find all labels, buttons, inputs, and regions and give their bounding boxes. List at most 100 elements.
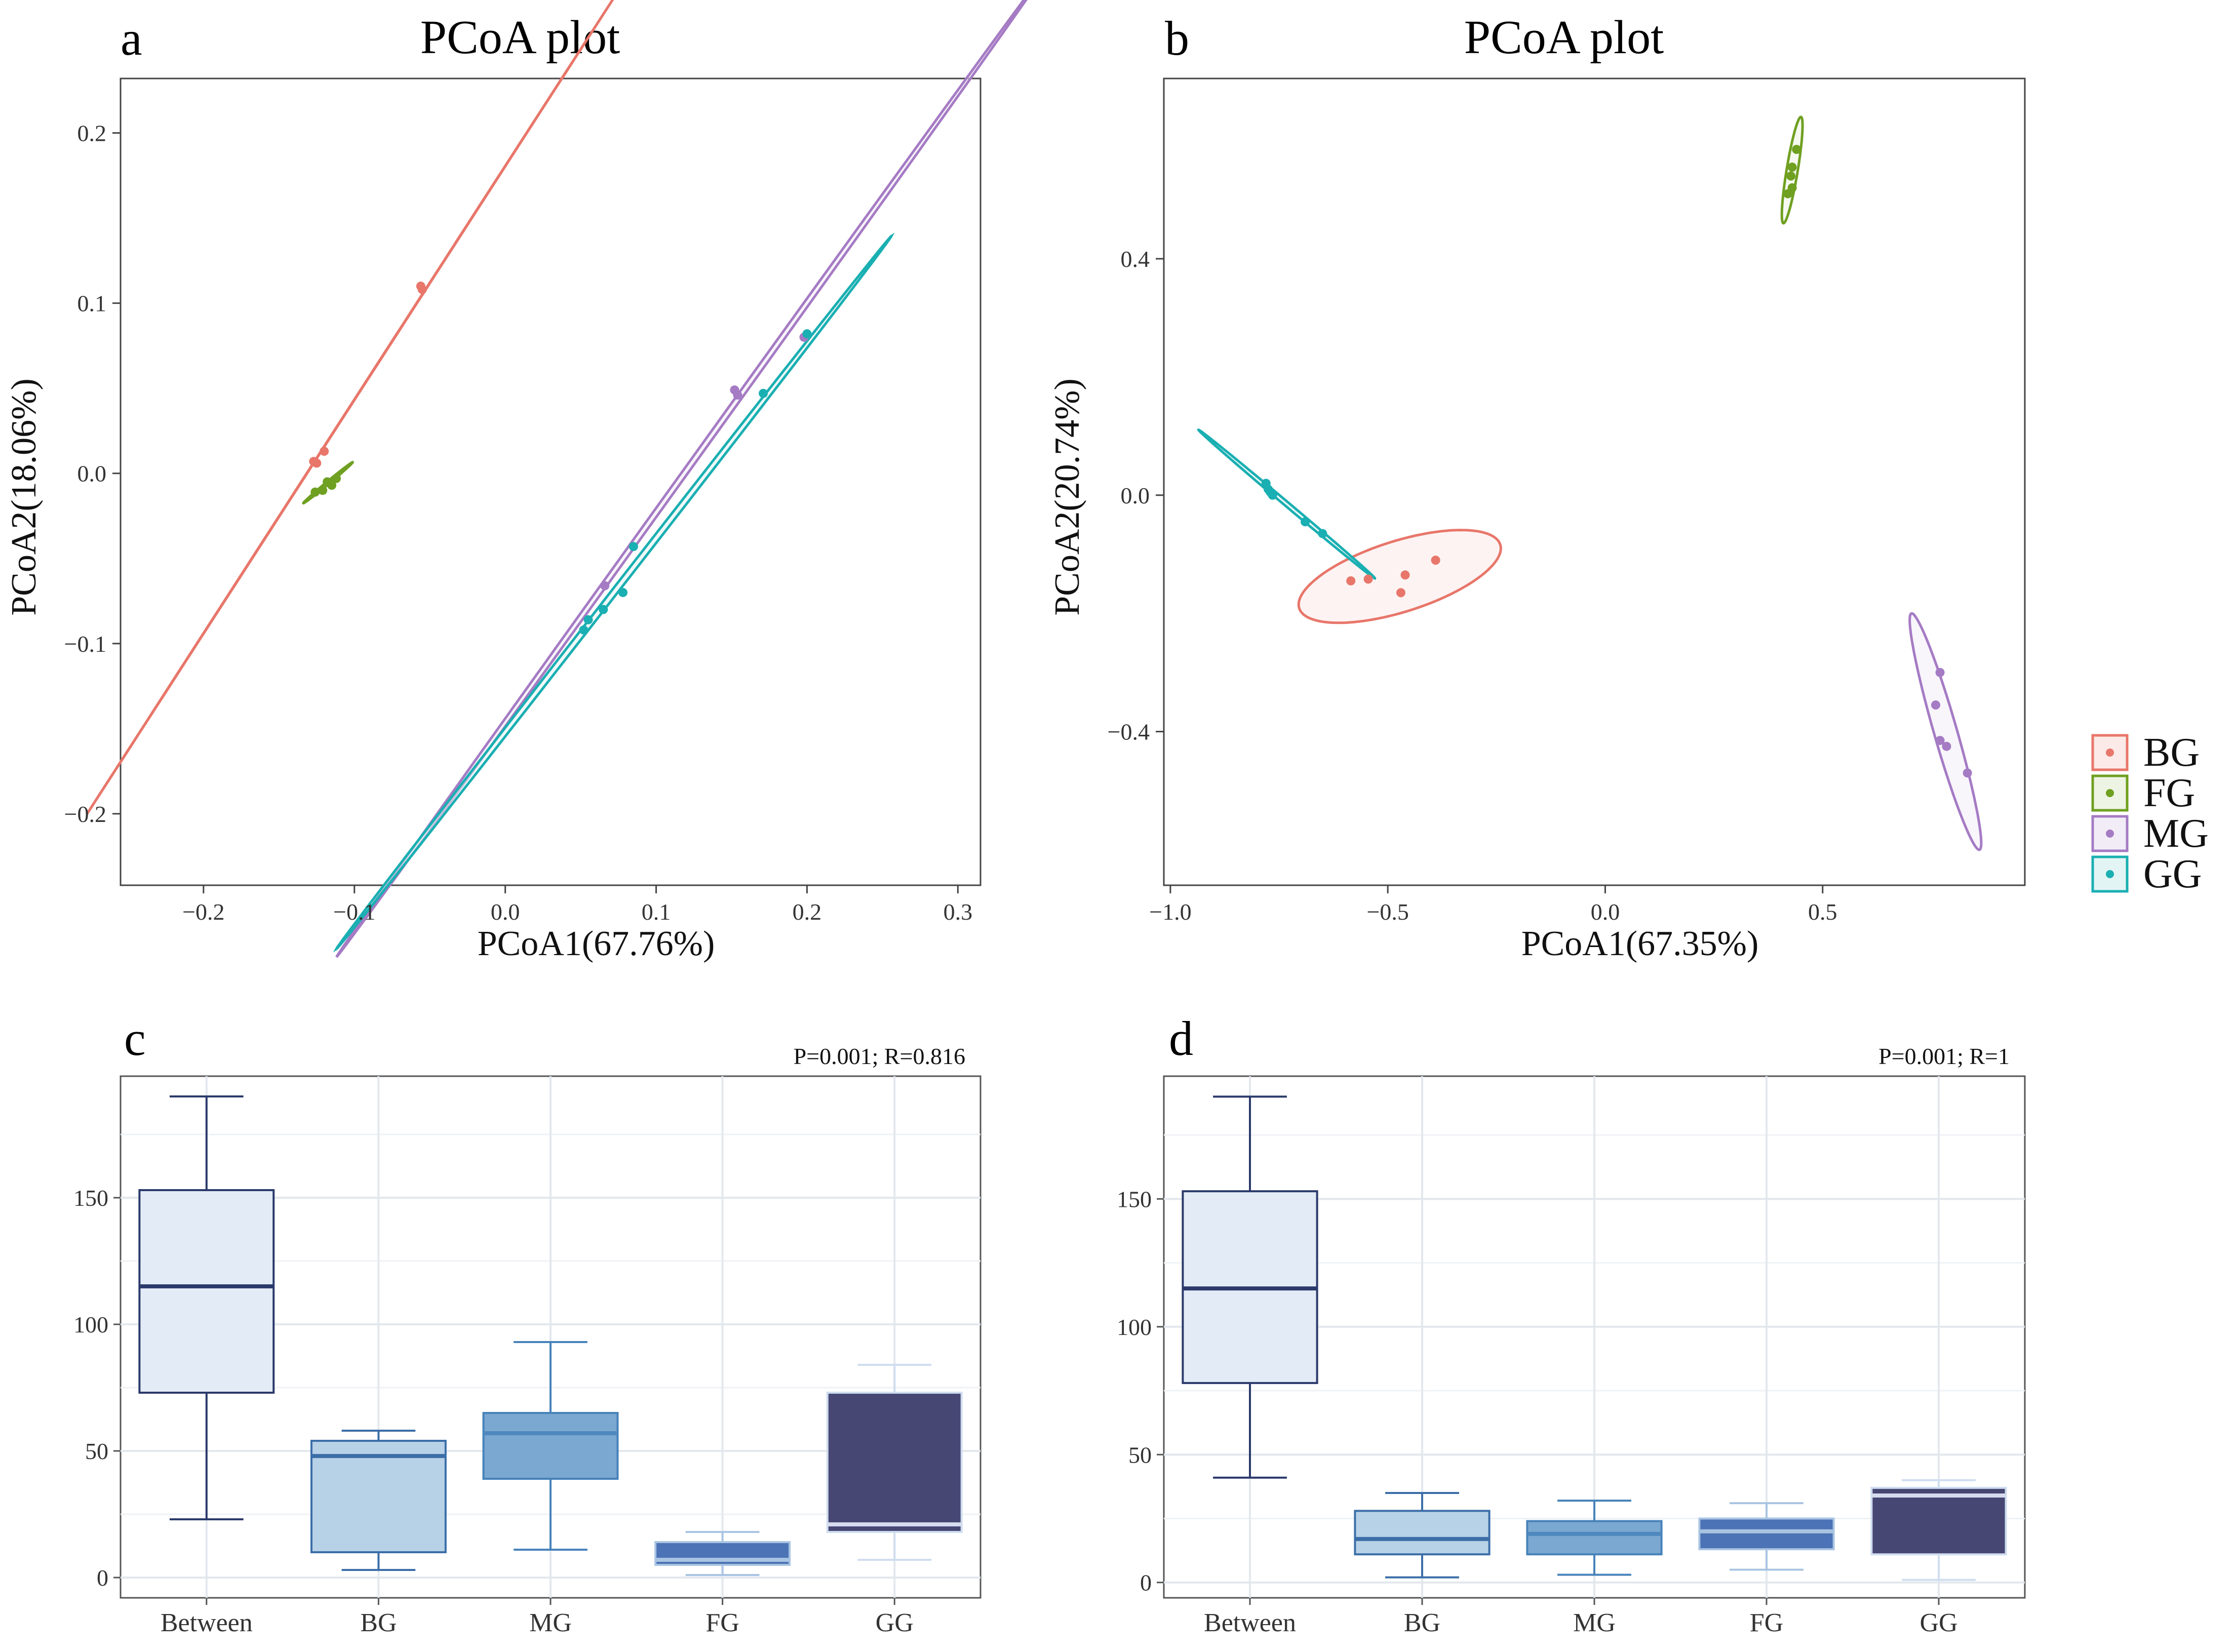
point-bg xyxy=(1400,570,1410,580)
box-body xyxy=(1354,1510,1491,1556)
y-tick-label: 150 xyxy=(73,1185,108,1211)
panel-c: c P=0.001; R=0.816 0 50 100 150 Between BG MG FG G… xyxy=(73,1011,982,1637)
point-gg xyxy=(629,542,638,552)
box-bg xyxy=(310,1430,447,1571)
panel-label-b: b xyxy=(1165,11,1189,65)
legend-dot xyxy=(2106,789,2114,797)
point-fg xyxy=(1786,171,1796,181)
point-bg xyxy=(1396,588,1405,598)
box-body xyxy=(1526,1520,1663,1556)
box-between xyxy=(1182,1095,1318,1479)
box-body xyxy=(310,1440,447,1553)
x-tick-label: BG xyxy=(360,1608,397,1637)
panel-b: b PCoA plot −1.0 −0.5 0.0 0.5 −0.4 0.0 0.4 PCoA1(… xyxy=(1048,11,2026,963)
point-fg xyxy=(1787,163,1797,172)
legend-label: MG xyxy=(2143,811,2209,856)
x-tick-label: −0.5 xyxy=(1366,899,1408,925)
legend-item-fg: FG xyxy=(2091,771,2195,815)
x-tick-label: −1.0 xyxy=(1149,899,1191,925)
point-bg xyxy=(320,447,329,456)
legend-dot xyxy=(2106,830,2114,838)
y-tick-label: −0.1 xyxy=(64,631,106,657)
ellipses xyxy=(86,0,1028,958)
point-gg xyxy=(1301,517,1310,527)
y-tick-label: −0.4 xyxy=(1108,719,1150,745)
point-bg xyxy=(1431,556,1440,565)
box-body xyxy=(482,1412,619,1480)
point-mg xyxy=(1931,700,1940,710)
legend-label: GG xyxy=(2143,852,2202,896)
box-body xyxy=(138,1189,275,1394)
panel-label-a: a xyxy=(121,11,142,65)
y-tick-label: 0.0 xyxy=(1121,483,1150,508)
legend-label: FG xyxy=(2143,771,2195,815)
x-tick-label: −0.2 xyxy=(182,899,224,925)
box-fg xyxy=(1698,1502,1835,1571)
legend-dot xyxy=(2106,870,2114,878)
y-tick-label: 100 xyxy=(73,1312,108,1338)
box-fg xyxy=(654,1531,791,1576)
x-tick-label: −0.1 xyxy=(333,899,375,925)
point-mg xyxy=(1963,768,1972,778)
plot-title: PCoA plot xyxy=(420,11,620,64)
x-tick-label: Between xyxy=(161,1608,253,1637)
box-gg xyxy=(826,1364,963,1561)
panel-label-d: d xyxy=(1169,1011,1193,1066)
y-tick-label: 0.0 xyxy=(77,461,107,487)
panel-a: a PCoA plot −0.2 −0.1 0.0 0.1 0.2 0.3 −0.2 −0.1 0.… xyxy=(5,0,1028,963)
x-tick-label: BG xyxy=(1404,1608,1440,1637)
x-tick-label: 0.1 xyxy=(642,899,671,925)
point-gg xyxy=(579,625,589,635)
point-bg xyxy=(1346,576,1356,585)
stat-label: P=0.001; R=1 xyxy=(1878,1043,2010,1069)
point-bg xyxy=(416,282,425,291)
panel-d: d P=0.001; R=1 0 50 100 150 Between BG MG FG GG xyxy=(1117,1011,2026,1637)
x-tick-label: GG xyxy=(1919,1608,1957,1637)
point-gg xyxy=(802,329,812,339)
x-axis-label: PCoA1(67.76%) xyxy=(478,924,715,963)
y-tick-label: 0.4 xyxy=(1121,246,1150,272)
point-fg xyxy=(326,479,335,488)
point-fg xyxy=(318,486,328,495)
y-tick-label: 50 xyxy=(85,1438,108,1464)
y-tick-label: 50 xyxy=(1128,1442,1152,1468)
box-mg xyxy=(482,1341,619,1551)
legend-label: BG xyxy=(2143,730,2200,775)
box-body xyxy=(1698,1517,1835,1551)
plot-frame xyxy=(120,77,982,886)
point-mg xyxy=(1942,741,1951,751)
x-tick-label: 0.3 xyxy=(944,899,973,925)
x-tick-label: MG xyxy=(529,1608,572,1637)
y-tick-label: 0 xyxy=(1140,1570,1152,1596)
x-tick-label: 0.5 xyxy=(1808,899,1837,925)
point-gg xyxy=(759,388,768,398)
y-axis-label: PCoA2(20.74%) xyxy=(1048,378,1087,616)
point-gg xyxy=(583,615,593,624)
x-tick-label: 0.2 xyxy=(793,899,822,925)
box-body xyxy=(826,1392,963,1533)
point-gg xyxy=(1268,490,1277,500)
plot-frame xyxy=(1163,77,2026,886)
panel-label-c: c xyxy=(124,1011,146,1066)
point-fg xyxy=(310,487,320,497)
x-tick-label: FG xyxy=(706,1608,739,1637)
x-tick-label: 0.0 xyxy=(491,899,520,925)
point-gg xyxy=(599,605,608,614)
plot-title: PCoA plot xyxy=(1464,11,1664,64)
x-axis-label: PCoA1(67.35%) xyxy=(1521,924,1759,963)
y-axis-label: PCoA2(18.06%) xyxy=(5,378,44,616)
ellipse-bg xyxy=(1297,529,1502,624)
ellipse-gg xyxy=(333,232,895,953)
y-tick-label: 100 xyxy=(1117,1314,1152,1340)
box-between xyxy=(138,1095,275,1520)
point-mg xyxy=(1935,667,1945,677)
x-tick-label: GG xyxy=(876,1608,914,1637)
points xyxy=(1261,145,1972,778)
y-tick-label: 0.2 xyxy=(77,121,107,146)
legend-dot xyxy=(2106,749,2114,757)
box-gg xyxy=(1870,1479,2007,1581)
point-mg xyxy=(733,390,742,400)
x-tick-label: MG xyxy=(1573,1608,1616,1637)
